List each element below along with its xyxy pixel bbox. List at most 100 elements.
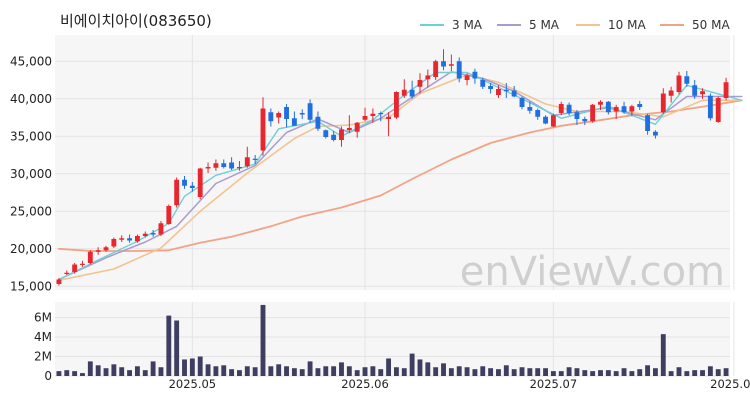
watermark: enViewV.com <box>460 249 725 295</box>
volume-bar <box>346 366 352 376</box>
volume-bar <box>72 371 78 376</box>
chart-title: 비에이치아이(083650) <box>60 12 212 30</box>
volume-bar <box>260 304 266 376</box>
candle-body <box>299 113 305 115</box>
candle-body <box>237 167 242 169</box>
candle-body <box>370 113 376 116</box>
volume-bar <box>268 366 274 376</box>
volume-bar <box>244 366 250 376</box>
candle-body <box>723 82 729 98</box>
volume-bar <box>566 367 572 376</box>
candle-body <box>527 107 533 111</box>
candle-body <box>284 107 289 119</box>
candle-body <box>127 238 132 241</box>
candle-body <box>441 61 446 67</box>
volume-bar <box>653 368 658 376</box>
candle-body <box>401 89 407 96</box>
volume-bar <box>378 369 384 376</box>
volume-bar <box>535 368 541 376</box>
volume-bar <box>425 362 431 376</box>
volume-bar <box>252 367 258 376</box>
volume-bar <box>370 366 376 376</box>
volume-bar <box>605 370 611 376</box>
volume-bar <box>95 365 101 376</box>
candle-body <box>464 75 470 80</box>
volume-bar <box>574 368 580 376</box>
candle-body <box>386 116 392 119</box>
volume-bar <box>64 370 70 376</box>
candle-body <box>346 128 352 131</box>
volume-bar <box>488 368 494 376</box>
volume-bar <box>527 368 533 376</box>
candle-body <box>605 101 611 113</box>
candle-body <box>307 103 313 120</box>
candle-body <box>425 75 431 80</box>
ma10-line <box>58 74 743 282</box>
candle-body <box>700 91 705 95</box>
volume-bar <box>700 370 705 376</box>
price-tick-label: 40,000 <box>10 92 52 106</box>
volume-bar <box>582 370 588 376</box>
volume-bar <box>315 368 321 376</box>
volume-bar <box>331 366 337 376</box>
volume-bar <box>182 359 187 376</box>
candle-body <box>229 162 235 169</box>
volume-bar <box>590 371 596 376</box>
legend-label: 50 MA <box>692 18 730 32</box>
volume-bar <box>472 369 478 376</box>
volume-bar <box>56 371 62 376</box>
candle-body <box>629 106 635 112</box>
volume-bar <box>229 369 235 376</box>
volume-bar <box>291 368 297 376</box>
volume-bar <box>496 369 501 376</box>
candle-body <box>715 98 721 122</box>
volume-bar <box>205 364 211 376</box>
candle-body <box>142 233 148 236</box>
volume-plot-area <box>55 302 730 376</box>
candle-body <box>660 93 666 113</box>
candle-body <box>323 130 329 137</box>
candle-body <box>621 106 627 113</box>
volume-bar <box>464 367 470 376</box>
candle-body <box>511 90 517 97</box>
candle-body <box>134 236 140 242</box>
candle-body <box>653 131 658 136</box>
candle-body <box>80 263 85 265</box>
candle-body <box>276 113 282 118</box>
volume-bar <box>354 370 360 376</box>
candle-body <box>684 76 690 84</box>
candle-body <box>182 179 187 186</box>
candle-body <box>315 116 321 129</box>
volume-bar <box>684 371 690 376</box>
volume-bar <box>637 369 643 376</box>
volume-bar <box>723 368 729 376</box>
candle-body <box>362 116 368 120</box>
candle-body <box>480 80 486 87</box>
candle-body <box>598 101 603 105</box>
candle-body <box>354 122 360 132</box>
candle-body <box>378 113 384 115</box>
price-tick-label: 25,000 <box>10 204 52 218</box>
volume-bar <box>715 369 721 376</box>
volume-tick-label: 2M <box>34 350 52 364</box>
candle-body <box>503 89 509 92</box>
candle-body <box>543 116 548 124</box>
candle-body <box>566 104 572 113</box>
volume-bar <box>441 363 446 376</box>
volume-bar <box>409 353 415 376</box>
volume-bar <box>645 365 651 376</box>
candle-body <box>692 85 698 96</box>
candle-body <box>519 98 525 107</box>
x-tick-label: 2025.07 <box>530 377 578 391</box>
candle-body <box>72 264 78 272</box>
volume-bar <box>676 367 682 376</box>
candle-body <box>448 64 454 66</box>
volume-bar <box>401 368 407 376</box>
volume-bar <box>111 364 117 376</box>
volume-bar <box>503 365 509 376</box>
candle-body <box>645 115 651 131</box>
volume-bar <box>174 320 180 376</box>
volume-bar <box>87 361 93 376</box>
volume-bar <box>284 366 289 376</box>
